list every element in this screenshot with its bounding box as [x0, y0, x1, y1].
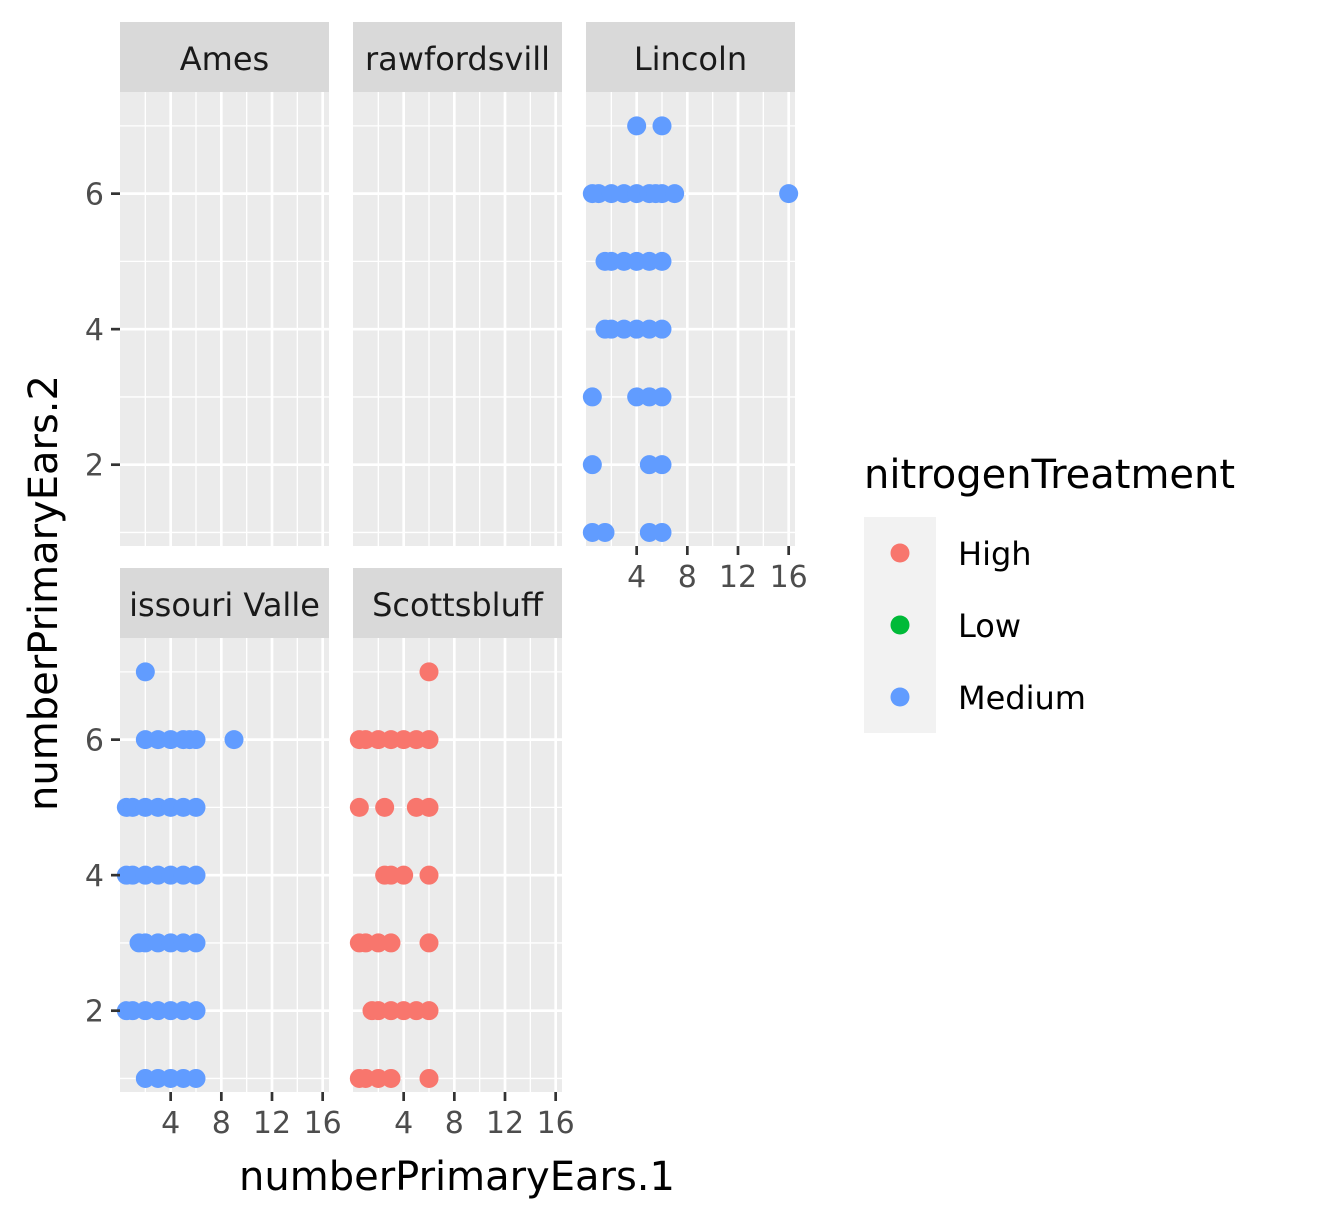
- legend-title: nitrogenTreatment: [864, 452, 1235, 498]
- facet-strip: [120, 568, 329, 638]
- data-point: [665, 184, 685, 204]
- panel-background: [353, 92, 562, 546]
- legend-key-low: [890, 615, 910, 635]
- panel-ames: Ames 2 4 6: [85, 22, 329, 546]
- data-point: [186, 797, 206, 817]
- data-point: [375, 797, 395, 817]
- data-point: [582, 455, 602, 475]
- data-point: [652, 116, 672, 136]
- legend-key-high: [890, 543, 910, 563]
- data-point: [652, 522, 672, 542]
- y-tick-label: 4: [85, 859, 104, 894]
- data-point: [419, 1068, 439, 1088]
- data-point: [582, 387, 602, 407]
- facet-strip-label: Ames: [180, 40, 269, 78]
- legend-key-medium: [890, 687, 910, 707]
- facet-strip-label: rawfordsvill: [365, 40, 550, 78]
- data-point: [419, 1001, 439, 1021]
- data-point: [381, 1068, 401, 1088]
- x-tick-label: 8: [445, 1106, 464, 1141]
- legend-label-high: High: [958, 535, 1032, 573]
- facet-strip: [353, 22, 562, 92]
- y-tick-label: 2: [85, 449, 104, 484]
- legend: nitrogenTreatment High Low Medium: [864, 452, 1235, 733]
- y-tick-label: 6: [85, 178, 104, 213]
- data-point: [652, 319, 672, 339]
- x-tick-label: 8: [212, 1106, 231, 1141]
- data-point: [419, 933, 439, 953]
- panel-background: [120, 92, 329, 546]
- y-tick-label: 4: [85, 313, 104, 348]
- legend-label-low: Low: [958, 607, 1021, 645]
- data-point: [186, 730, 206, 750]
- legend-label-medium: Medium: [958, 679, 1086, 717]
- data-point: [186, 1068, 206, 1088]
- data-point: [627, 116, 647, 136]
- panel-crawfordsville: rawfordsvill: [353, 22, 562, 546]
- data-point: [394, 865, 414, 885]
- data-point: [381, 933, 401, 953]
- x-tick-label: 12: [719, 560, 757, 595]
- facet-strip-label: Scottsbluff: [372, 586, 544, 624]
- x-tick-label: 12: [253, 1106, 291, 1141]
- x-tick-label: 4: [161, 1106, 180, 1141]
- panel-lincoln: Lincoln 4 8 12 16: [582, 22, 808, 595]
- y-tick-label: 2: [85, 995, 104, 1030]
- data-point: [419, 730, 439, 750]
- x-tick-label: 16: [537, 1106, 575, 1141]
- facet-strip: [120, 22, 329, 92]
- facet-strip: [353, 568, 562, 638]
- data-point: [186, 1001, 206, 1021]
- x-tick-label: 4: [627, 560, 646, 595]
- y-tick-label: 6: [85, 724, 104, 759]
- x-tick-label: 16: [770, 560, 808, 595]
- data-point: [652, 455, 672, 475]
- data-point: [652, 251, 672, 271]
- y-axis-title: numberPrimaryEars.2: [21, 375, 67, 811]
- data-point: [135, 662, 155, 682]
- data-point: [224, 730, 244, 750]
- facet-strip-label: Lincoln: [634, 40, 747, 78]
- x-tick-label: 8: [678, 560, 697, 595]
- x-tick-label: 12: [486, 1106, 524, 1141]
- panel-background: [586, 92, 795, 546]
- data-point: [349, 797, 369, 817]
- facet-strip-label: issouri Valle: [129, 586, 320, 624]
- x-tick-label: 4: [394, 1106, 413, 1141]
- facet-strip: [586, 22, 795, 92]
- data-point: [419, 797, 439, 817]
- data-point: [419, 662, 439, 682]
- data-point: [595, 522, 615, 542]
- data-point: [419, 865, 439, 885]
- data-point: [186, 933, 206, 953]
- data-point: [652, 387, 672, 407]
- x-tick-label: 16: [304, 1106, 342, 1141]
- x-axis-title: numberPrimaryEars.1: [239, 1154, 675, 1200]
- data-point: [186, 865, 206, 885]
- panel-scottsbluff: Scottsbluff 4 8 12 16: [349, 568, 575, 1141]
- data-point: [779, 184, 799, 204]
